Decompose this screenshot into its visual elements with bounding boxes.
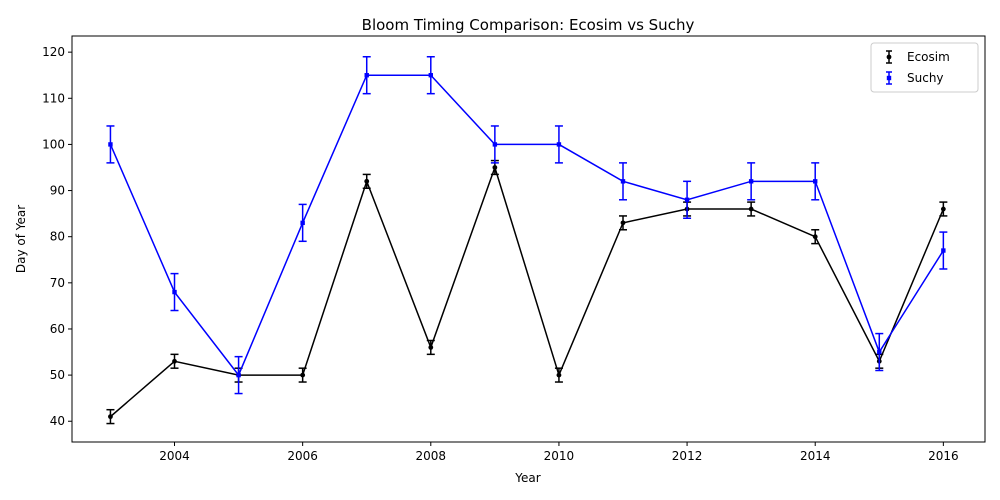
plot-area (106, 56, 948, 425)
chart-title: Bloom Timing Comparison: Ecosim vs Suchy (362, 16, 695, 34)
x-tick-label: 2010 (544, 449, 575, 463)
y-tick-label: 100 (42, 137, 65, 151)
suchy-point (364, 73, 369, 78)
suchy-line (109, 74, 944, 377)
y-axis: 40 50 60 70 80 90 100 110 120 (42, 45, 72, 428)
legend-box (870, 42, 979, 93)
ecosim-point (172, 358, 177, 364)
x-tick-label: 2004 (159, 449, 190, 463)
y-tick-label: 50 (50, 368, 65, 382)
ecosim-point (364, 178, 370, 184)
suchy-point (108, 142, 113, 147)
x-tick-label: 2008 (416, 449, 447, 463)
y-tick-label: 70 (50, 276, 65, 290)
legend-label-ecosim: Ecosim (907, 50, 950, 64)
suchy-point (172, 289, 177, 295)
ecosim-point (300, 372, 306, 378)
suchy-point (428, 73, 433, 78)
y-tick-label: 110 (42, 91, 65, 105)
legend-label-suchy: Suchy (907, 71, 944, 85)
ecosim-point (556, 372, 562, 378)
suchy-point (684, 197, 690, 202)
x-tick-label: 2012 (672, 449, 703, 463)
ecosim-point (940, 206, 946, 212)
y-tick-label: 40 (50, 414, 65, 428)
suchy-point (877, 349, 882, 355)
ecosim-point (812, 234, 818, 240)
series-suchy (106, 56, 948, 395)
ecosim-point (620, 220, 626, 226)
x-tick-label: 2016 (928, 449, 959, 463)
suchy-point (748, 179, 754, 184)
x-axis-label: Year (514, 471, 540, 485)
ecosim-point (108, 414, 113, 420)
suchy-point (492, 142, 498, 147)
legend-item-suchy: Suchy (886, 71, 944, 85)
ecosim-point (428, 345, 434, 350)
ecosim-line (109, 165, 945, 418)
plot-frame (71, 35, 986, 443)
suchy-point (300, 220, 305, 226)
series-ecosim (106, 159, 948, 425)
y-tick-label: 90 (50, 184, 65, 198)
suchy-point (813, 179, 818, 184)
ecosim-point (748, 206, 754, 212)
x-axis: 2004 2006 2008 2010 2012 2014 2016 (159, 442, 959, 463)
y-tick-label: 120 (42, 45, 65, 59)
legend: Ecosim Suchy (870, 42, 979, 93)
x-tick-label: 2014 (800, 449, 831, 463)
suchy-point (556, 142, 562, 147)
y-axis-label: Day of Year (14, 205, 28, 273)
suchy-point (620, 179, 626, 184)
y-tick-label: 60 (50, 322, 65, 336)
x-tick-label: 2006 (287, 449, 318, 463)
suchy-point (941, 248, 946, 253)
y-tick-label: 80 (50, 230, 65, 244)
ecosim-point (492, 165, 498, 170)
legend-item-ecosim: Ecosim (886, 50, 950, 64)
suchy-point (236, 372, 241, 378)
